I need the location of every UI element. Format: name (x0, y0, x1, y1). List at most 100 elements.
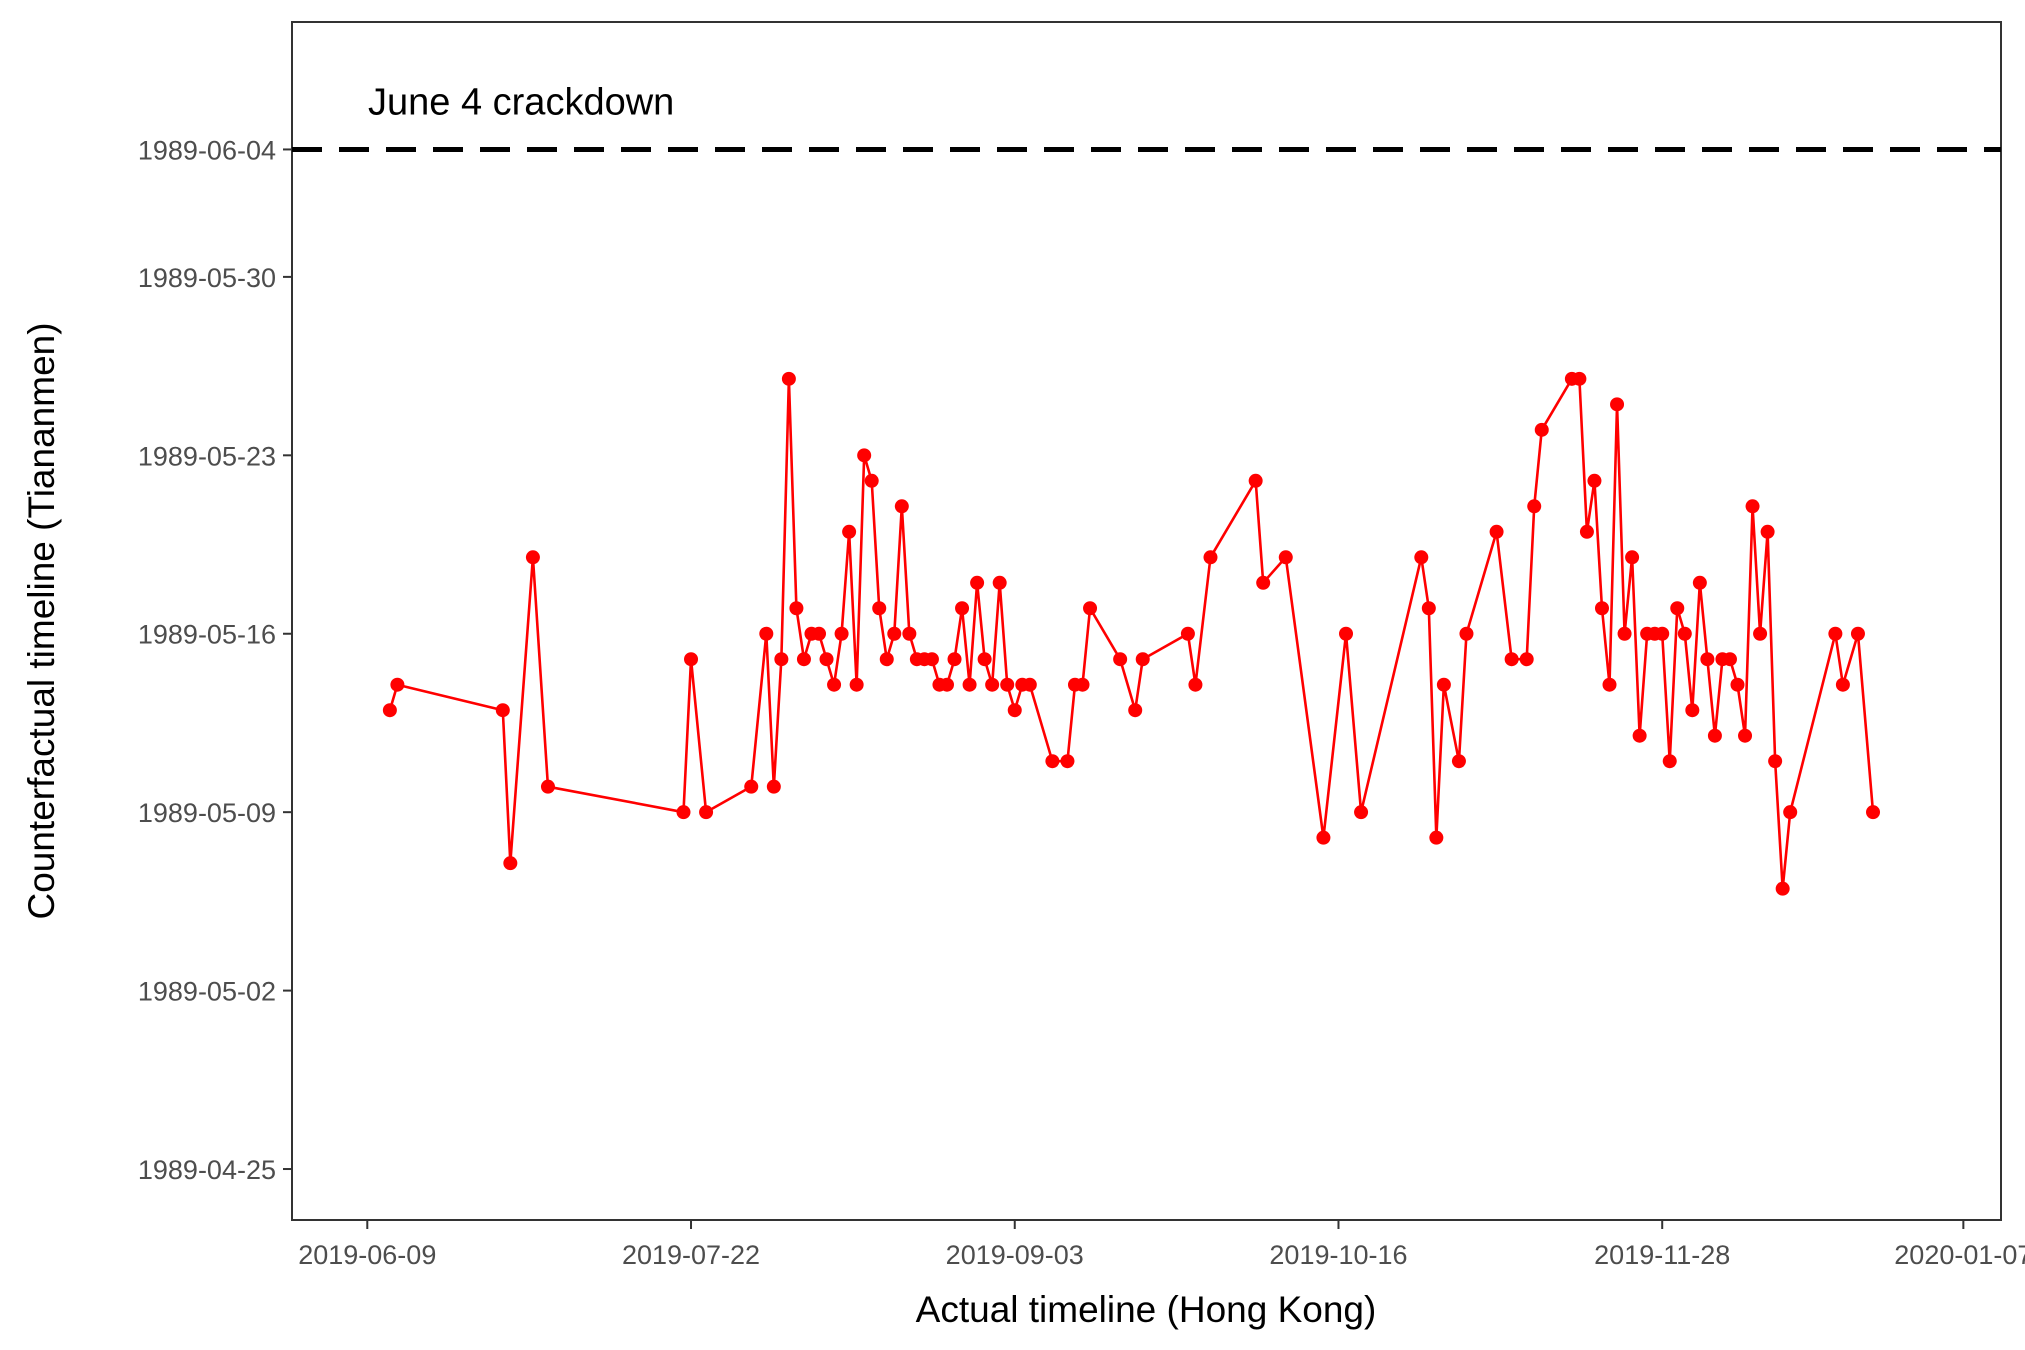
data-point (1248, 473, 1263, 488)
data-point (1045, 754, 1060, 769)
y-tick-label: 1989-05-30 (138, 263, 276, 293)
data-point (1256, 575, 1271, 590)
data-point (1527, 499, 1542, 514)
y-tick-label: 1989-05-16 (138, 620, 276, 650)
data-point (1775, 881, 1790, 896)
data-point (1429, 830, 1444, 845)
data-point (1007, 703, 1022, 718)
data-point (1354, 805, 1369, 820)
data-point (1316, 830, 1331, 845)
data-point (1760, 524, 1775, 539)
data-point (1534, 422, 1549, 437)
x-tick-label: 2020-01-07 (1894, 1240, 2025, 1270)
y-axis: 1989-04-25 1989-05-02 1989-05-09 1989-05-16… (138, 135, 292, 1185)
data-point (1700, 652, 1715, 667)
data-point (1738, 728, 1753, 743)
data-point (849, 677, 864, 692)
x-tick-label: 2019-06-09 (298, 1240, 436, 1270)
data-point (970, 575, 985, 590)
x-tick-label: 2019-11-28 (1594, 1240, 1730, 1270)
data-point (699, 805, 714, 820)
data-point (1421, 601, 1436, 616)
data-point (1685, 703, 1700, 718)
data-point (1745, 499, 1760, 514)
data-point (503, 856, 518, 871)
data-point (1670, 601, 1685, 616)
data-point (977, 652, 992, 667)
data-point (1083, 601, 1098, 616)
data-point (894, 499, 909, 514)
y-axis-title: Counterfactual timeline (Tiananmen) (21, 322, 62, 919)
x-axis: 2019-06-09 2019-07-22 2019-09-03 2019-10-16… (298, 1220, 2025, 1270)
data-point (1203, 550, 1218, 565)
data-point (819, 652, 834, 667)
data-point (1768, 754, 1783, 769)
data-point (1587, 473, 1602, 488)
data-point (1180, 626, 1195, 641)
data-point (1489, 524, 1504, 539)
data-point (1135, 652, 1150, 667)
data-point (1278, 550, 1293, 565)
data-point (495, 703, 510, 718)
data-point (834, 626, 849, 641)
data-point (812, 626, 827, 641)
y-tick-label: 1989-05-23 (138, 441, 276, 471)
data-point (1414, 550, 1429, 565)
data-point (887, 626, 902, 641)
data-point (1504, 652, 1519, 667)
data-point (1436, 677, 1451, 692)
data-point (1707, 728, 1722, 743)
y-tick-label: 1989-04-25 (138, 1155, 276, 1185)
data-point (857, 448, 872, 463)
data-point (744, 779, 759, 794)
data-point (1632, 728, 1647, 743)
data-point (1459, 626, 1474, 641)
data-point (540, 779, 555, 794)
data-point (872, 601, 887, 616)
data-point (676, 805, 691, 820)
data-point (766, 779, 781, 794)
data-point (1113, 652, 1128, 667)
data-point (1128, 703, 1143, 718)
data-point (1188, 677, 1203, 692)
data-point (962, 677, 977, 692)
data-point (781, 371, 796, 386)
x-tick-label: 2019-10-16 (1269, 1240, 1407, 1270)
data-point (390, 677, 405, 692)
data-point (1602, 677, 1617, 692)
y-tick-label: 1989-05-02 (138, 977, 276, 1007)
data-point (1594, 601, 1609, 616)
data-point (1662, 754, 1677, 769)
data-point (382, 703, 397, 718)
data-point (774, 652, 789, 667)
plot-panel (291, 21, 2002, 1221)
data-point (827, 677, 842, 692)
data-point (992, 575, 1007, 590)
y-tick-label: 1989-05-09 (138, 798, 276, 828)
data-point (902, 626, 917, 641)
data-point (1835, 677, 1850, 692)
data-point (1828, 626, 1843, 641)
data-point (1617, 626, 1632, 641)
data-point (1610, 397, 1625, 412)
data-point (1722, 652, 1737, 667)
data-point (759, 626, 774, 641)
data-point (985, 677, 1000, 692)
reference-line-layer: June 4 crackdown (292, 81, 2001, 152)
x-tick-label: 2019-07-22 (622, 1240, 760, 1270)
data-point (1572, 371, 1587, 386)
data-point (1866, 805, 1881, 820)
data-point (1655, 626, 1670, 641)
data-point (684, 652, 699, 667)
data-point (1451, 754, 1466, 769)
data-point (1753, 626, 1768, 641)
data-point (1519, 652, 1534, 667)
x-axis-title: Actual timeline (Hong Kong) (916, 1289, 1377, 1330)
data-point (842, 524, 857, 539)
data-point (1730, 677, 1745, 692)
data-point (1692, 575, 1707, 590)
reference-line-label: June 4 crackdown (368, 81, 674, 123)
data-point (947, 652, 962, 667)
data-point (939, 677, 954, 692)
